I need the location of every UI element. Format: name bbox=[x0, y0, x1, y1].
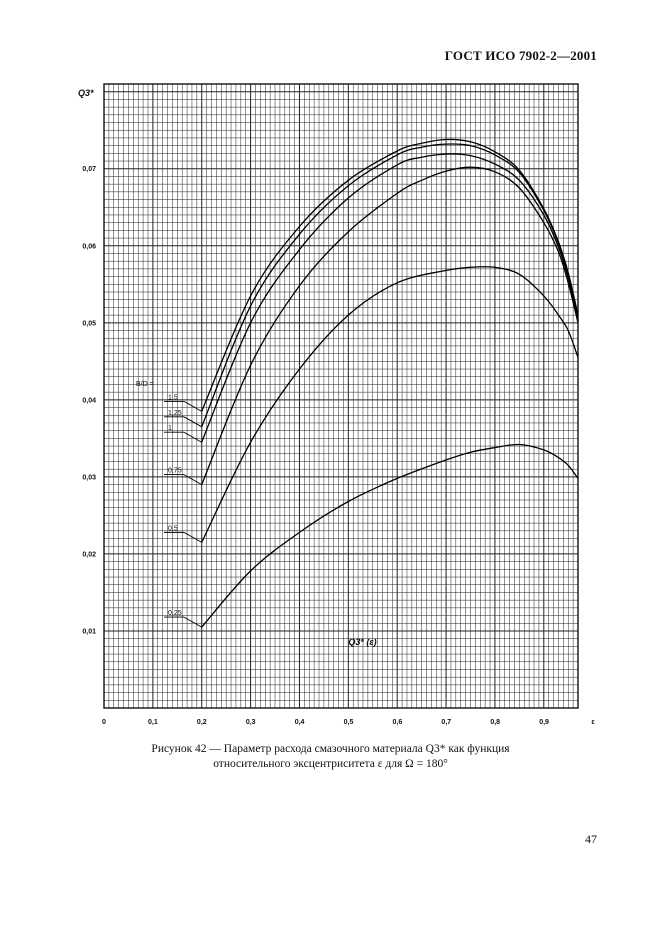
series-line bbox=[201, 443, 579, 628]
x-tick-label: 0,2 bbox=[197, 719, 207, 726]
legend-leader bbox=[183, 616, 202, 628]
x-tick-label: 0,4 bbox=[295, 719, 305, 726]
page-number: 47 bbox=[585, 832, 597, 846]
y-tick-label: 0,01 bbox=[82, 628, 96, 635]
y-tick-label: 0,06 bbox=[82, 243, 96, 250]
legend-title: B/D = bbox=[136, 381, 154, 388]
series-line bbox=[201, 153, 579, 443]
figure-caption: Рисунок 42 — Параметр расхода смазочного… bbox=[0, 742, 661, 772]
legend-leader bbox=[183, 416, 202, 428]
legend-label: 1,25 bbox=[168, 410, 182, 417]
curve-label: Q3* (ε) bbox=[348, 637, 376, 647]
series-line bbox=[201, 166, 579, 485]
y-tick-label: 0,07 bbox=[82, 166, 96, 173]
x-tick-label: 0,1 bbox=[148, 719, 158, 726]
y-tick-label: 0,05 bbox=[82, 320, 96, 327]
y-tick-label: 0,03 bbox=[82, 474, 96, 481]
legend-leader bbox=[183, 401, 202, 412]
x-tick-label: 0,7 bbox=[441, 719, 451, 726]
x-tick-label: 0,5 bbox=[344, 719, 354, 726]
legend-leader bbox=[183, 474, 202, 485]
series-line bbox=[201, 143, 579, 428]
legend-label: 0,75 bbox=[168, 468, 182, 475]
legend-label: 1 bbox=[168, 425, 172, 432]
chart-grid bbox=[103, 83, 579, 709]
legend-label: 0,5 bbox=[168, 525, 178, 532]
chart-series bbox=[201, 138, 579, 628]
x-tick-label: 0 bbox=[102, 719, 106, 726]
standard-header: ГОСТ ИСО 7902-2—2001 bbox=[444, 48, 597, 63]
plot-frame bbox=[103, 83, 579, 709]
chart-legend: B/D = 1,5 1,25 1 0,75 0,5 0,25 bbox=[136, 381, 202, 628]
series-line bbox=[201, 266, 579, 543]
legend-leader bbox=[183, 531, 202, 543]
x-tick-label: 0,6 bbox=[393, 719, 403, 726]
y-tick-label: 0,02 bbox=[82, 551, 96, 558]
x-tick-label: ε bbox=[591, 719, 595, 726]
caption-line-1: Рисунок 42 — Параметр расхода смазочного… bbox=[151, 743, 510, 755]
x-tick-label: 0,3 bbox=[246, 719, 256, 726]
chart-ticks: 0 0,1 0,2 0,3 0,4 0,5 0,6 0,7 0,8 0,9 ε 0,01 0,02 0,0… bbox=[82, 166, 595, 726]
y-axis-label: Q3* bbox=[78, 88, 94, 98]
legend-label: 0,25 bbox=[168, 610, 182, 617]
y-tick-label: 0,04 bbox=[82, 397, 96, 404]
x-tick-label: 0,9 bbox=[539, 719, 549, 726]
legend-leader bbox=[183, 431, 202, 443]
legend-label: 1,5 bbox=[168, 394, 178, 401]
chart: B/D = 1,5 1,25 1 0,75 0,5 0,25 0 0,1 0,2 0,3 0,4 0,… bbox=[78, 83, 595, 726]
caption-line-2: относительного эксцентриситета ε для Ω =… bbox=[213, 758, 448, 770]
x-tick-label: 0,8 bbox=[490, 719, 500, 726]
